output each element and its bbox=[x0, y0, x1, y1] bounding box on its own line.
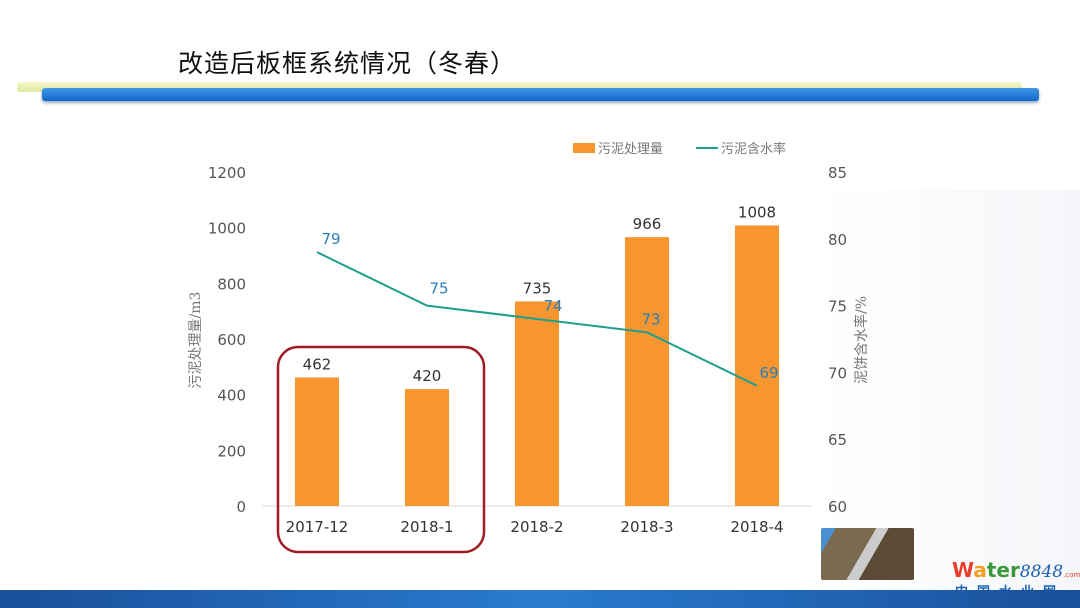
bar bbox=[625, 237, 669, 506]
left-axis-title: 污泥处理量/m3 bbox=[188, 292, 204, 389]
legend-line-label: 污泥含水率 bbox=[721, 141, 786, 157]
bar bbox=[735, 225, 779, 506]
left-tick-label: 600 bbox=[217, 331, 246, 349]
bar-data-label: 735 bbox=[523, 279, 552, 297]
equipment-photo bbox=[821, 528, 914, 580]
category-label: 2018-3 bbox=[620, 518, 673, 536]
bar-data-label: 966 bbox=[633, 215, 662, 233]
moisture-line bbox=[316, 251, 758, 387]
bar bbox=[405, 389, 449, 506]
bar-data-label: 1008 bbox=[738, 203, 776, 221]
bar bbox=[515, 301, 559, 506]
line-data-label: 74 bbox=[543, 297, 562, 315]
right-tick-label: 60 bbox=[828, 498, 847, 516]
line-data-label: 75 bbox=[429, 280, 448, 298]
bar-data-label: 420 bbox=[413, 367, 442, 385]
left-tick-label: 200 bbox=[217, 442, 246, 460]
left-tick-label: 800 bbox=[217, 275, 246, 293]
left-tick-label: 400 bbox=[217, 387, 246, 405]
category-label: 2017-12 bbox=[286, 518, 349, 536]
footer-band bbox=[0, 590, 1080, 608]
line-data-label: 69 bbox=[759, 364, 778, 382]
highlight-box bbox=[276, 345, 486, 554]
right-tick-label: 65 bbox=[828, 431, 847, 449]
water8848-logo: Water8848.com bbox=[952, 558, 1080, 582]
category-label: 2018-1 bbox=[400, 518, 453, 536]
right-tick-label: 85 bbox=[828, 164, 847, 182]
left-tick-label: 1000 bbox=[208, 220, 246, 238]
legend-bar-swatch bbox=[573, 143, 595, 153]
right-axis-title: 泥饼含水率/% bbox=[853, 296, 870, 384]
title-underline-blue bbox=[42, 88, 1039, 101]
category-label: 2018-4 bbox=[730, 518, 783, 536]
left-tick-label: 0 bbox=[236, 498, 246, 516]
right-tick-label: 70 bbox=[828, 364, 847, 382]
background-gradient bbox=[820, 190, 1080, 590]
slide-title: 改造后板框系统情况（冬春） bbox=[178, 49, 517, 78]
left-tick-label: 1200 bbox=[208, 164, 246, 182]
title-underline-green bbox=[17, 82, 1022, 92]
line-data-label: 79 bbox=[321, 230, 340, 248]
line-data-label: 73 bbox=[641, 310, 660, 328]
legend-bar-label: 污泥处理量 bbox=[598, 142, 663, 157]
right-tick-label: 80 bbox=[828, 231, 847, 249]
right-tick-label: 75 bbox=[828, 298, 847, 316]
bar bbox=[295, 377, 339, 506]
bar-data-label: 462 bbox=[303, 355, 332, 373]
category-label: 2018-2 bbox=[510, 518, 563, 536]
